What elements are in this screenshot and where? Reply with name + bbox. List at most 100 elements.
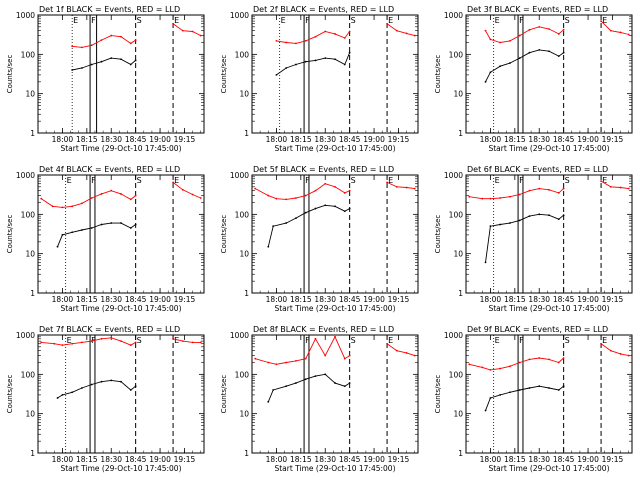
data-point-lld — [484, 29, 487, 32]
data-point-events — [267, 245, 270, 248]
data-point-events — [56, 397, 59, 399]
series-line-events — [485, 385, 564, 411]
x-tick-label: 18:15 — [76, 455, 98, 464]
marker-label: S — [351, 16, 356, 25]
x-axis-label: Start Time (29-Oct-10 17:45:00) — [60, 304, 181, 313]
data-point-lld — [304, 357, 307, 360]
y-tick-label: 100 — [21, 210, 36, 219]
data-point-lld — [386, 342, 388, 345]
marker-label: F — [519, 176, 524, 185]
panel-det-5: Det 5f BLACK = Events, RED = LLD Counts/s… — [220, 165, 419, 313]
data-point-lld — [120, 193, 122, 195]
data-point-lld — [254, 187, 257, 190]
data-point-lld — [134, 39, 137, 42]
data-point-lld — [267, 194, 270, 197]
series-line-events — [485, 49, 564, 83]
data-point-lld — [181, 29, 184, 32]
data-point-events — [499, 223, 502, 226]
data-point-lld — [562, 28, 565, 31]
data-point-events — [81, 387, 83, 389]
x-tick-label: 18:30 — [314, 455, 336, 464]
data-point-events — [134, 385, 137, 388]
data-point-events — [285, 222, 288, 224]
data-point-events — [484, 409, 487, 412]
plot-frame — [37, 334, 205, 454]
data-point-events — [562, 385, 565, 388]
data-point-lld — [304, 194, 307, 197]
panel-title: Det 2f BLACK = Events, RED = LLD — [253, 5, 394, 14]
panel-det-1: Det 1f BLACK = Events, RED = LLD Counts/s… — [6, 5, 205, 153]
marker-label: S — [137, 176, 142, 185]
y-tick-label: 1000 — [230, 11, 249, 20]
data-point-events — [509, 391, 511, 394]
x-tick-label: 18:45 — [553, 135, 575, 144]
y-axis-label: Counts/sec — [6, 375, 14, 414]
data-point-lld — [619, 31, 622, 34]
data-point-lld — [528, 358, 531, 361]
data-point-lld — [120, 35, 122, 38]
data-point-lld — [518, 34, 521, 37]
data-point-events — [100, 60, 103, 63]
x-tick-label: 18:00 — [266, 455, 288, 464]
series-line-events — [72, 57, 136, 71]
x-axis-label: Start Time (29-Oct-10 17:45:00) — [274, 304, 395, 313]
x-tick-label: 18:30 — [100, 135, 122, 144]
x-tick-label: 18:45 — [339, 135, 361, 144]
data-point-lld — [334, 335, 336, 338]
marker-label: E — [174, 336, 179, 345]
x-tick-label: 18:00 — [266, 295, 288, 304]
x-tick-label: 18:45 — [339, 455, 361, 464]
data-point-lld — [518, 361, 521, 364]
data-point-lld — [285, 361, 288, 364]
data-point-lld — [181, 188, 184, 191]
data-point-lld — [267, 361, 270, 364]
x-tick-label: 18:15 — [290, 295, 312, 304]
plot-frame — [37, 14, 205, 134]
data-point-events — [509, 62, 511, 64]
x-tick-label: 18:00 — [480, 135, 502, 144]
marker-label: E — [602, 176, 607, 185]
data-point-lld — [538, 187, 541, 190]
data-point-lld — [499, 197, 502, 199]
data-point-lld — [81, 341, 83, 344]
x-tick-label: 19:15 — [388, 135, 410, 144]
series-line-events — [57, 222, 136, 247]
marker-label: F — [519, 16, 524, 25]
panel-title: Det 5f BLACK = Events, RED = LLD — [253, 165, 394, 174]
data-point-lld — [110, 336, 113, 339]
data-point-events — [134, 223, 137, 226]
data-point-events — [557, 389, 560, 391]
data-point-lld — [129, 198, 132, 201]
x-axis-label: Start Time (29-Oct-10 17:45:00) — [488, 304, 609, 313]
x-tick-label: 19:00 — [149, 455, 171, 464]
y-tick-label: 100 — [449, 210, 464, 219]
data-point-events — [110, 379, 113, 382]
data-point-lld — [627, 354, 630, 357]
plot-frame — [465, 334, 633, 454]
x-tick-label: 18:15 — [504, 295, 526, 304]
y-tick-label: 100 — [449, 50, 464, 59]
x-tick-label: 19:00 — [363, 295, 385, 304]
panel-title: Det 9f BLACK = Events, RED = LLD — [467, 325, 608, 334]
x-tick-label: 19:15 — [174, 135, 196, 144]
data-point-events — [324, 57, 327, 60]
data-point-lld — [468, 195, 471, 198]
data-point-lld — [348, 30, 351, 33]
data-point-events — [61, 233, 64, 236]
marker-label: E — [174, 176, 179, 185]
y-tick-label: 1000 — [230, 331, 249, 340]
data-point-lld — [343, 37, 346, 39]
y-tick-label: 1000 — [444, 11, 463, 20]
marker-label: S — [137, 336, 142, 345]
x-tick-label: 18:30 — [528, 295, 550, 304]
x-tick-label: 18:15 — [504, 455, 526, 464]
marker-label: S — [137, 16, 142, 25]
x-tick-label: 18:15 — [76, 135, 98, 144]
x-axis-label: Start Time (29-Oct-10 17:45:00) — [488, 144, 609, 153]
data-point-events — [295, 217, 297, 220]
data-point-events — [484, 80, 487, 83]
y-tick-label: 10 — [25, 250, 35, 259]
data-point-lld — [405, 352, 408, 354]
data-point-lld — [285, 198, 288, 201]
panel-det-2: Det 2f BLACK = Events, RED = LLD Counts/s… — [220, 5, 419, 153]
